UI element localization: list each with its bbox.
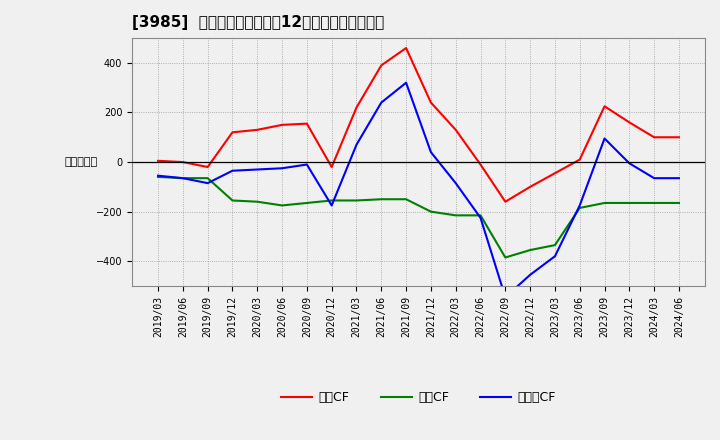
投資CF xyxy=(476,213,485,218)
営業CF xyxy=(600,104,609,109)
投資CF xyxy=(179,176,187,181)
営業CF xyxy=(302,121,311,126)
営業CF xyxy=(377,63,386,68)
フリーCF xyxy=(476,215,485,220)
フリーCF xyxy=(650,176,659,181)
Y-axis label: （百万円）: （百万円） xyxy=(65,157,98,167)
投資CF xyxy=(625,200,634,205)
営業CF xyxy=(278,122,287,128)
投資CF xyxy=(328,198,336,203)
投資CF xyxy=(600,200,609,205)
営業CF xyxy=(179,159,187,165)
営業CF xyxy=(551,171,559,176)
Text: [3985]  キャッシュフローの12か月移動合計の推移: [3985] キャッシュフローの12か月移動合計の推移 xyxy=(132,15,384,30)
フリーCF xyxy=(501,294,510,300)
営業CF xyxy=(352,105,361,110)
Legend: 営業CF, 投資CF, フリーCF: 営業CF, 投資CF, フリーCF xyxy=(276,386,561,410)
営業CF xyxy=(575,157,584,162)
営業CF xyxy=(154,158,163,163)
営業CF xyxy=(203,165,212,170)
フリーCF xyxy=(377,100,386,105)
投資CF xyxy=(253,199,261,204)
投資CF xyxy=(501,255,510,260)
フリーCF xyxy=(302,162,311,167)
フリーCF xyxy=(551,253,559,259)
フリーCF xyxy=(253,167,261,172)
フリーCF xyxy=(451,180,460,186)
Line: 営業CF: 営業CF xyxy=(158,48,679,202)
営業CF xyxy=(402,45,410,51)
営業CF xyxy=(675,135,683,140)
投資CF xyxy=(650,200,659,205)
投資CF xyxy=(451,213,460,218)
投資CF xyxy=(426,209,435,214)
フリーCF xyxy=(526,272,534,278)
フリーCF xyxy=(600,136,609,141)
投資CF xyxy=(551,242,559,248)
営業CF xyxy=(228,130,237,135)
フリーCF xyxy=(625,161,634,166)
投資CF xyxy=(302,200,311,205)
投資CF xyxy=(402,197,410,202)
営業CF xyxy=(650,135,659,140)
フリーCF xyxy=(179,176,187,181)
投資CF xyxy=(228,198,237,203)
営業CF xyxy=(451,127,460,132)
フリーCF xyxy=(328,203,336,208)
営業CF xyxy=(426,100,435,105)
投資CF xyxy=(675,200,683,205)
フリーCF xyxy=(575,203,584,208)
営業CF xyxy=(625,120,634,125)
営業CF xyxy=(501,199,510,204)
営業CF xyxy=(476,162,485,167)
フリーCF xyxy=(352,142,361,147)
Line: フリーCF: フリーCF xyxy=(158,83,679,297)
投資CF xyxy=(575,205,584,211)
フリーCF xyxy=(278,165,287,171)
営業CF xyxy=(253,127,261,132)
投資CF xyxy=(352,198,361,203)
投資CF xyxy=(377,197,386,202)
フリーCF xyxy=(203,180,212,186)
フリーCF xyxy=(228,168,237,173)
営業CF xyxy=(328,165,336,170)
Line: 投資CF: 投資CF xyxy=(158,177,679,257)
フリーCF xyxy=(154,173,163,178)
フリーCF xyxy=(675,176,683,181)
投資CF xyxy=(278,203,287,208)
投資CF xyxy=(154,174,163,180)
投資CF xyxy=(203,176,212,181)
投資CF xyxy=(526,247,534,253)
フリーCF xyxy=(402,80,410,85)
フリーCF xyxy=(426,150,435,155)
営業CF xyxy=(526,184,534,190)
